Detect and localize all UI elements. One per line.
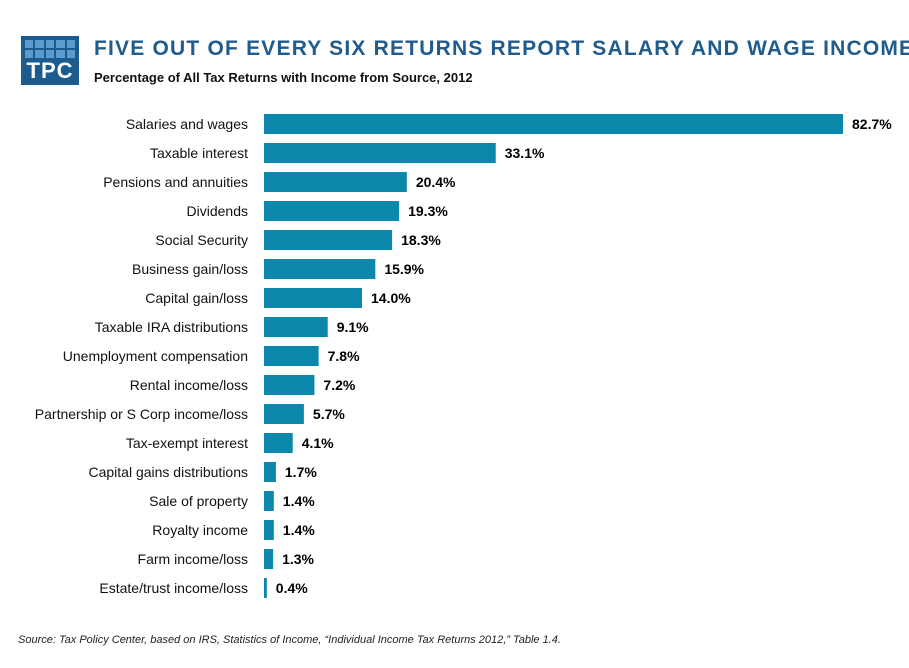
category-label: Sale of property	[149, 493, 248, 509]
value-label: 20.4%	[416, 174, 456, 190]
bar	[264, 433, 293, 453]
bar	[264, 549, 274, 569]
category-label: Estate/trust income/loss	[99, 580, 248, 596]
category-label: Salaries and wages	[126, 116, 248, 132]
value-label: 14.0%	[371, 290, 411, 306]
value-label: 7.8%	[328, 348, 360, 364]
bar	[264, 288, 363, 308]
category-label: Social Security	[155, 232, 248, 248]
value-label: 9.1%	[337, 319, 369, 335]
bar	[264, 578, 267, 598]
logo-grid-icon	[25, 40, 75, 58]
category-label: Business gain/loss	[132, 261, 248, 277]
value-label: 19.3%	[408, 203, 448, 219]
category-label: Farm income/loss	[138, 551, 248, 567]
bar	[264, 404, 304, 424]
bar	[264, 172, 407, 192]
bar	[264, 346, 319, 366]
value-label: 5.7%	[313, 406, 345, 422]
bar	[264, 230, 393, 250]
chart-title: FIVE OUT OF EVERY SIX RETURNS REPORT SAL…	[94, 37, 909, 60]
category-label: Tax-exempt interest	[126, 435, 248, 451]
category-label: Capital gains distributions	[88, 464, 248, 480]
value-label: 0.4%	[276, 580, 308, 596]
value-label: 15.9%	[384, 261, 424, 277]
bar	[264, 491, 274, 511]
category-label: Pensions and annuities	[103, 174, 248, 190]
value-label: 1.4%	[283, 522, 315, 538]
value-label: 33.1%	[505, 145, 545, 161]
bar	[264, 462, 276, 482]
category-label: Royalty income	[152, 522, 248, 538]
chart-subtitle: Percentage of All Tax Returns with Incom…	[94, 70, 473, 85]
bar	[264, 114, 843, 134]
value-label: 4.1%	[302, 435, 334, 451]
category-label: Rental income/loss	[130, 377, 248, 393]
logo-text: TPC	[26, 58, 74, 83]
category-label: Dividends	[187, 203, 248, 219]
bar	[264, 143, 496, 163]
value-label: 18.3%	[401, 232, 441, 248]
bar	[264, 520, 274, 540]
category-label: Taxable interest	[150, 145, 248, 161]
bar-chart: Salaries and wages 82.7% Taxable interest 3…	[35, 114, 892, 598]
source-note: Source: Tax Policy Center, based on IRS,…	[18, 634, 561, 646]
value-label: 1.4%	[283, 493, 315, 509]
bar	[264, 259, 376, 279]
value-label: 7.2%	[323, 377, 355, 393]
bar	[264, 201, 400, 221]
value-label: 82.7%	[852, 116, 892, 132]
value-label: 1.3%	[282, 551, 314, 567]
value-label: 1.7%	[285, 464, 317, 480]
bar	[264, 317, 328, 337]
category-label: Capital gain/loss	[145, 290, 248, 306]
category-label: Partnership or S Corp income/loss	[35, 406, 248, 422]
bar	[264, 375, 315, 395]
category-label: Taxable IRA distributions	[95, 319, 248, 335]
category-label: Unemployment compensation	[63, 348, 248, 364]
tpc-logo: TPC	[21, 36, 79, 85]
